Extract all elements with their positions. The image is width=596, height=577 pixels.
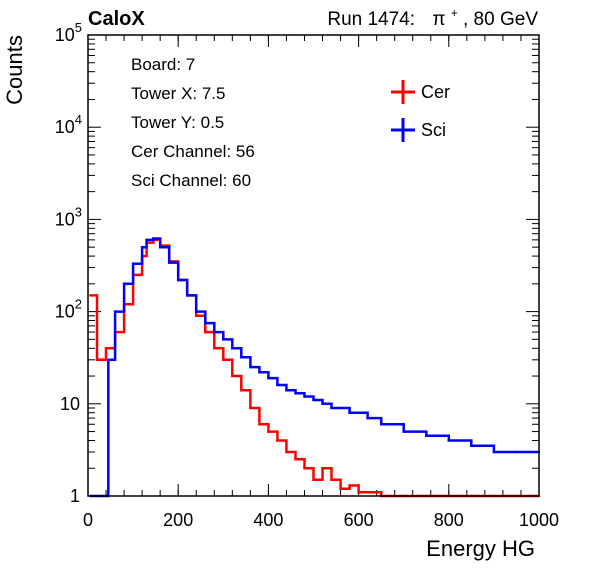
data-point-sci <box>168 261 171 264</box>
legend: Cer Sci <box>391 80 450 142</box>
info-box-line: Tower X: 7.5 <box>131 84 226 103</box>
data-point-sci <box>366 416 369 420</box>
y-tick-label: 10 <box>60 394 80 414</box>
info-box-line: Board: 7 <box>131 55 195 74</box>
x-tick-label: 0 <box>83 510 93 530</box>
data-point-cer <box>357 491 360 494</box>
data-point-cer <box>294 458 297 461</box>
y-tick-label: 104 <box>55 112 82 137</box>
data-point-sci <box>330 406 333 410</box>
data-point-sci <box>195 310 198 313</box>
data-point-sci <box>131 262 135 265</box>
data-point-sci <box>152 237 155 240</box>
series-line-cer <box>90 238 539 498</box>
data-point-sci <box>177 278 180 282</box>
plot-frame <box>87 34 540 497</box>
data-point-sci <box>447 439 450 442</box>
y-tick-label: 1 <box>70 486 80 506</box>
data-point-cer <box>195 314 198 317</box>
data-point-cer <box>240 389 243 392</box>
y-axis-label: Counts <box>2 35 27 105</box>
info-box <box>122 47 360 205</box>
data-point-sci <box>231 347 234 350</box>
info-box-line: Tower Y: 0.5 <box>131 113 224 132</box>
beam-charge: + <box>451 6 458 20</box>
data-point-sci <box>122 282 126 285</box>
legend-label-sci: Sci <box>421 120 446 140</box>
data-point-sci <box>339 406 342 410</box>
x-axis-label: Energy HG <box>426 536 535 561</box>
data-point-sci <box>321 402 324 405</box>
data-point-cer <box>285 450 288 454</box>
legend-label-cer: Cer <box>421 82 450 102</box>
experiment-title: CaloX <box>88 8 145 30</box>
run-header: Run 1474: π + , 80 GeV <box>327 1 538 30</box>
data-point-cer <box>258 423 261 426</box>
data-point-sci <box>258 371 261 374</box>
data-point-sci <box>285 389 288 392</box>
data-point-sci <box>312 398 315 402</box>
data-point-sci <box>402 430 405 433</box>
data-point-sci <box>240 356 243 359</box>
beam-particle: π <box>432 9 445 30</box>
data-point-cer <box>213 347 216 350</box>
data-point-cer <box>348 484 351 487</box>
data-point-sci <box>470 444 473 447</box>
info-box-line: Cer Channel: 56 <box>131 142 255 161</box>
data-point-cer <box>231 374 234 378</box>
info-box-line: Sci Channel: 60 <box>131 171 251 190</box>
x-tick-label: 600 <box>344 510 374 530</box>
x-tick-label: 200 <box>163 510 193 530</box>
data-point-sci <box>249 365 252 369</box>
data-point-sci <box>107 358 110 361</box>
x-tick-label: 1000 <box>519 510 559 530</box>
beam-energy: , 80 GeV <box>463 9 538 30</box>
data-point-cer <box>312 478 315 481</box>
run-label: Run 1474: <box>327 9 415 30</box>
data-point-sci <box>380 423 383 426</box>
data-point-sci <box>140 246 144 249</box>
data-point-sci <box>492 450 496 454</box>
data-point-sci <box>425 434 428 437</box>
data-point-cer <box>276 439 279 442</box>
data-point-sci <box>113 310 117 313</box>
data-point-cer <box>267 430 270 433</box>
plot-area <box>89 237 541 498</box>
data-point-cer <box>222 358 225 361</box>
y-tick-label: 103 <box>55 204 82 229</box>
data-point-cer <box>95 358 99 361</box>
data-point-sci <box>159 246 162 249</box>
data-point-cer <box>89 294 92 297</box>
x-tick-label: 400 <box>253 510 283 530</box>
data-point-cer <box>330 478 333 481</box>
y-tick-label: 105 <box>55 20 82 45</box>
data-point-cer <box>104 347 108 350</box>
data-point-sci <box>145 238 148 242</box>
data-point-sci <box>357 411 360 414</box>
data-point-sci <box>204 321 207 325</box>
data-point-sci <box>303 395 306 398</box>
data-point-sci <box>267 376 270 380</box>
y-tick-label: 102 <box>55 297 82 322</box>
data-point-sci <box>294 392 297 395</box>
data-point-sci <box>276 383 279 387</box>
series-line-sci <box>90 237 539 498</box>
data-point-cer <box>249 406 252 410</box>
data-point-cer <box>339 487 342 490</box>
data-point-cer <box>303 467 306 470</box>
data-point-cer <box>321 467 324 470</box>
data-point-sci <box>213 330 216 334</box>
data-point-sci <box>515 450 518 454</box>
data-point-sci <box>222 338 225 341</box>
x-tick-label: 800 <box>434 510 464 530</box>
data-point-sci <box>186 294 189 297</box>
data-point-sci <box>348 411 351 414</box>
data-point-cer <box>204 330 207 334</box>
